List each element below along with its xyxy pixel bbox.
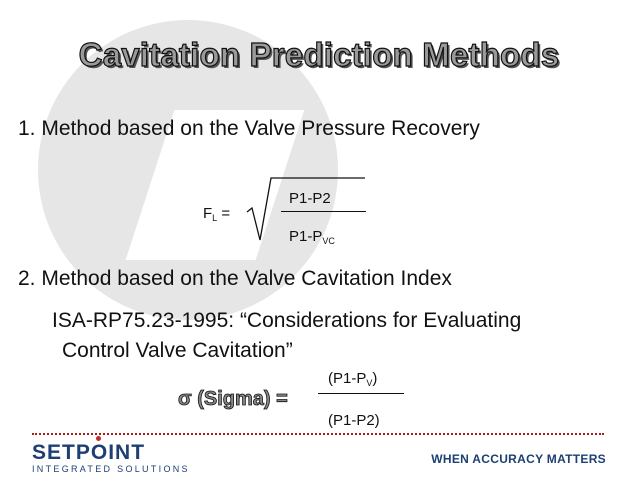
fl-numerator: P1-P2 [289, 190, 331, 207]
sigma-numerator: (P1-PV) [328, 370, 377, 388]
method-2-text: 2. Method based on the Valve Cavitation … [18, 267, 452, 290]
fl-denominator-subscript: VC [322, 236, 335, 246]
sigma-denominator: (P1-P2) [328, 412, 380, 429]
logo-o-letter: O [90, 436, 109, 464]
slide-title: Cavitation Prediction Methods [78, 35, 560, 73]
sigma-numerator-close: ) [372, 370, 378, 387]
standard-citation-line-2: Control Valve Cavitation” [62, 339, 293, 362]
footer-dotted-divider [32, 433, 604, 435]
logo-text-o: O [90, 441, 109, 464]
sigma-numerator-main: (P1-P [328, 370, 367, 387]
standard-citation-line-1: ISA-RP75.23-1995: “Considerations for Ev… [52, 309, 522, 332]
fl-fraction-bar [281, 211, 366, 212]
fl-denominator: P1-PVC [289, 228, 335, 246]
sigma-numerator-subscript: V [366, 378, 373, 388]
fl-subscript: L [212, 213, 218, 223]
footer-tagline: WHEN ACCURACY MATTERS [431, 452, 606, 466]
background-watermark [38, 20, 338, 320]
company-logo: SETP OINT INTEGRATED SOLUTIONS [32, 436, 190, 474]
fl-symbol: F [203, 205, 213, 222]
logo-red-dot-icon [95, 436, 101, 441]
fl-equals: = [221, 205, 231, 222]
logo-subtitle: INTEGRATED SOLUTIONS [32, 464, 190, 474]
square-root-sign [246, 177, 365, 241]
logo-text-part1: SETP [32, 441, 91, 464]
fl-formula-lhs: FL = [203, 205, 230, 223]
fl-denominator-main: P1-P [289, 228, 323, 245]
method-1-text: 1. Method based on the Valve Pressure Re… [18, 117, 480, 140]
logo-text-part2: INT [108, 441, 146, 464]
sigma-fraction-bar [318, 393, 404, 394]
logo-wordmark: SETP OINT [32, 436, 190, 464]
sigma-label: σ (Sigma) = [178, 388, 289, 411]
